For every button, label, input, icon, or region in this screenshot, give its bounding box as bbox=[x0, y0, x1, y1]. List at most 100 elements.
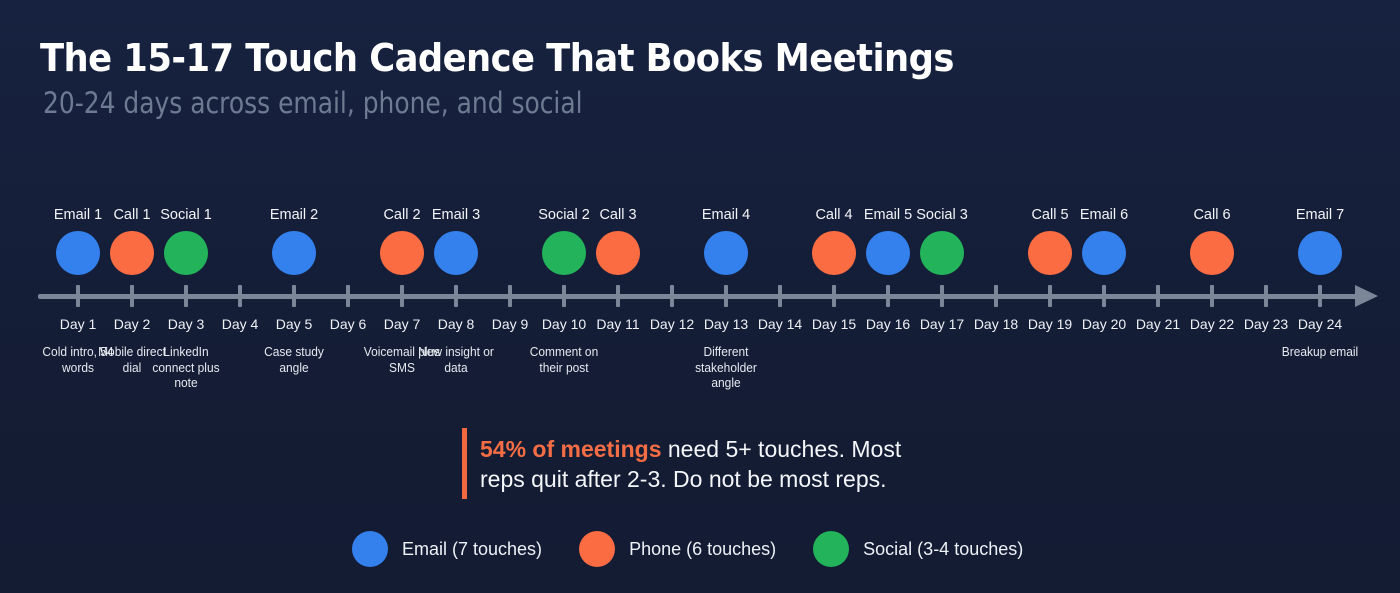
page-title: The 15-17 Touch Cadence That Books Meeti… bbox=[40, 36, 954, 80]
day-label: Day 3 bbox=[167, 316, 205, 332]
social-touch-dot-icon bbox=[920, 231, 964, 275]
touch-label: Email 5 bbox=[863, 207, 913, 223]
social-touch-dot-icon bbox=[542, 231, 586, 275]
day-label: Day 4 bbox=[221, 316, 259, 332]
day-label: Day 12 bbox=[649, 316, 695, 332]
email-touch-dot-icon bbox=[866, 231, 910, 275]
page-subtitle: 20-24 days across email, phone, and soci… bbox=[43, 86, 583, 120]
email-touch-dot-icon bbox=[704, 231, 748, 275]
touch-label: Email 7 bbox=[1295, 207, 1345, 223]
social-touch-dot-icon bbox=[164, 231, 208, 275]
legend: Email (7 touches) Phone (6 touches) Soci… bbox=[352, 531, 1060, 567]
email-touch-dot-icon bbox=[56, 231, 100, 275]
day-label: Day 14 bbox=[757, 316, 803, 332]
email-touch-dot-icon bbox=[434, 231, 478, 275]
touch-label: Call 5 bbox=[1031, 207, 1069, 223]
day-label: Day 6 bbox=[329, 316, 367, 332]
legend-label: Social (3-4 touches) bbox=[863, 538, 1024, 559]
touch-label: Social 2 bbox=[538, 207, 590, 223]
touch-note: Comment on their post bbox=[529, 344, 599, 375]
timeline-tick bbox=[562, 285, 566, 307]
timeline-tick bbox=[454, 285, 458, 307]
touch-label: Call 1 bbox=[113, 207, 151, 223]
day-label: Day 15 bbox=[811, 316, 857, 332]
legend-label: Phone (6 touches) bbox=[629, 538, 777, 559]
arrow-right-icon bbox=[1355, 285, 1378, 307]
day-label: Day 21 bbox=[1135, 316, 1181, 332]
day-label: Day 20 bbox=[1081, 316, 1127, 332]
callout-highlight: 54% of meetings bbox=[480, 436, 662, 462]
social-dot-icon bbox=[813, 531, 850, 567]
day-label: Day 22 bbox=[1189, 316, 1235, 332]
touch-label: Call 3 bbox=[599, 207, 637, 223]
phone-touch-dot-icon bbox=[380, 231, 424, 275]
day-label: Day 5 bbox=[275, 316, 313, 332]
day-label: Day 11 bbox=[596, 316, 640, 332]
timeline-tick bbox=[508, 285, 512, 307]
day-label: Day 9 bbox=[491, 316, 529, 332]
timeline-tick bbox=[724, 285, 728, 307]
touch-label: Call 6 bbox=[1193, 207, 1231, 223]
timeline-tick bbox=[616, 285, 620, 307]
timeline-tick bbox=[670, 285, 674, 307]
timeline-tick bbox=[1156, 285, 1160, 307]
day-label: Day 17 bbox=[919, 316, 965, 332]
timeline-tick bbox=[1264, 285, 1268, 307]
day-label: Day 18 bbox=[973, 316, 1019, 332]
timeline-tick bbox=[130, 285, 134, 307]
phone-touch-dot-icon bbox=[1190, 231, 1234, 275]
callout-text-line2: reps quit after 2-3. Do not be most reps… bbox=[480, 466, 887, 492]
email-dot-icon bbox=[352, 531, 388, 567]
timeline-tick bbox=[1210, 285, 1214, 307]
touch-note: LinkedIn connect plus note bbox=[152, 344, 220, 390]
touch-note: Breakup email bbox=[1281, 344, 1359, 359]
day-label: Day 8 bbox=[437, 316, 475, 332]
email-touch-dot-icon bbox=[1082, 231, 1126, 275]
callout: 54% of meetings need 5+ touches. Most re… bbox=[480, 434, 901, 494]
timeline-tick bbox=[832, 285, 836, 307]
timeline-tick bbox=[184, 285, 188, 307]
touch-label: Email 4 bbox=[701, 207, 751, 223]
callout-accent-bar bbox=[462, 428, 467, 499]
timeline-tick bbox=[238, 285, 242, 307]
touch-label: Call 2 bbox=[383, 207, 421, 223]
timeline-tick bbox=[346, 285, 350, 307]
callout-text-line1: need 5+ touches. Most bbox=[661, 436, 902, 462]
legend-item-email: Email (7 touches) bbox=[352, 531, 542, 567]
email-touch-dot-icon bbox=[272, 231, 316, 275]
phone-dot-icon bbox=[579, 531, 616, 567]
timeline-tick bbox=[400, 285, 404, 307]
email-touch-dot-icon bbox=[1298, 231, 1342, 275]
touch-label: Social 3 bbox=[916, 207, 968, 223]
phone-touch-dot-icon bbox=[110, 231, 154, 275]
touch-note: Cold intro, 54 words bbox=[42, 344, 114, 375]
timeline-tick bbox=[994, 285, 998, 307]
timeline-tick bbox=[940, 285, 944, 307]
day-label: Day 23 bbox=[1243, 316, 1289, 332]
touch-label: Email 2 bbox=[269, 207, 319, 223]
timeline-tick bbox=[76, 285, 80, 307]
timeline-tick bbox=[778, 285, 782, 307]
touch-note: Different stakeholder angle bbox=[695, 344, 757, 390]
day-label: Day 19 bbox=[1027, 316, 1073, 332]
day-label: Day 16 bbox=[865, 316, 911, 332]
phone-touch-dot-icon bbox=[596, 231, 640, 275]
touch-note: New insight or data bbox=[418, 344, 494, 375]
day-label: Day 2 bbox=[113, 316, 151, 332]
timeline-tick bbox=[1102, 285, 1106, 307]
touch-note: Case study angle bbox=[264, 344, 324, 375]
legend-label: Email (7 touches) bbox=[402, 538, 543, 559]
timeline-tick bbox=[886, 285, 890, 307]
phone-touch-dot-icon bbox=[1028, 231, 1072, 275]
day-label: Day 7 bbox=[383, 316, 421, 332]
timeline-tick bbox=[1318, 285, 1322, 307]
touch-label: Email 1 bbox=[53, 207, 103, 223]
timeline-tick bbox=[1048, 285, 1052, 307]
day-label: Day 24 bbox=[1297, 316, 1343, 332]
touch-label: Email 6 bbox=[1079, 207, 1129, 223]
day-label: Day 13 bbox=[703, 316, 749, 332]
timeline-tick bbox=[292, 285, 296, 307]
touch-label: Email 3 bbox=[431, 207, 481, 223]
day-label: Day 10 bbox=[541, 316, 587, 332]
phone-touch-dot-icon bbox=[812, 231, 856, 275]
